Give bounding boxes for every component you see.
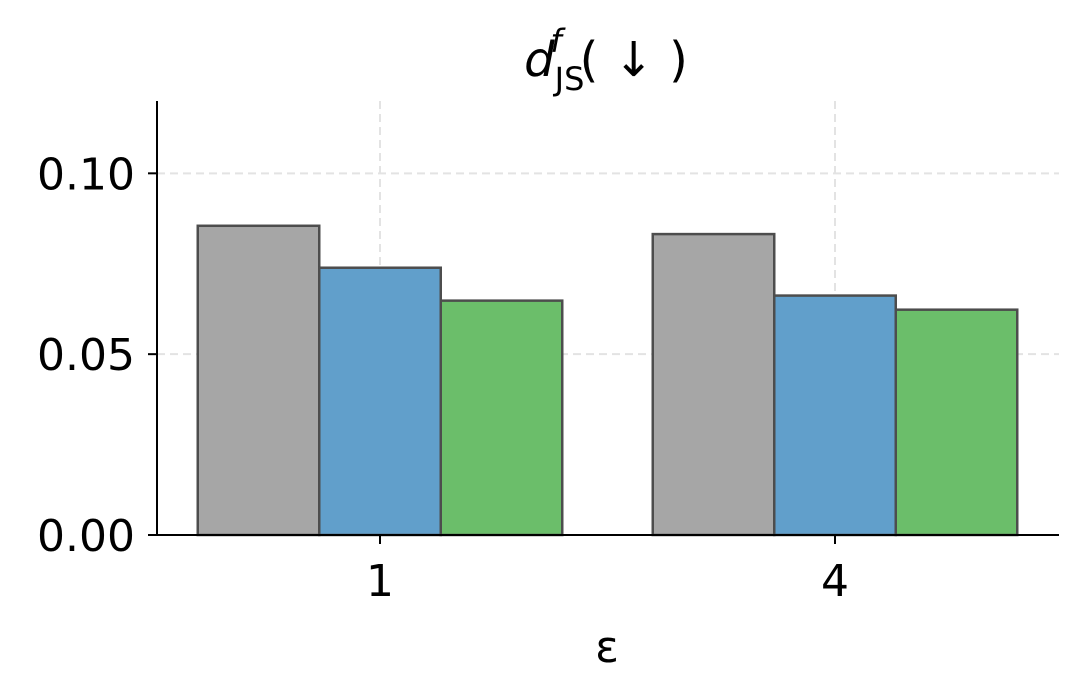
title-math-subscript: JS [553, 60, 585, 98]
bar [773, 294, 897, 537]
bar [318, 266, 442, 537]
bar [439, 299, 564, 537]
bar [894, 308, 1019, 537]
title-math-superscript: f [550, 22, 566, 60]
title-text: ( ↓ ) [580, 32, 688, 88]
x-axis-label: ε [595, 622, 619, 673]
x-tick-label: 4 [821, 556, 849, 607]
chart-title: dJSf ( ↓ ) [524, 22, 688, 98]
y-tick-label: 0.05 [37, 330, 135, 381]
bar [651, 232, 776, 537]
y-ticks: 0.00 0.05 0.10 [37, 149, 157, 562]
y-tick-label: 0.00 [37, 511, 135, 562]
bars [196, 224, 1019, 537]
y-tick-label: 0.10 [37, 149, 135, 200]
bar [196, 224, 321, 537]
x-tick-label: 1 [366, 556, 394, 607]
title-math-base: d [524, 32, 555, 88]
